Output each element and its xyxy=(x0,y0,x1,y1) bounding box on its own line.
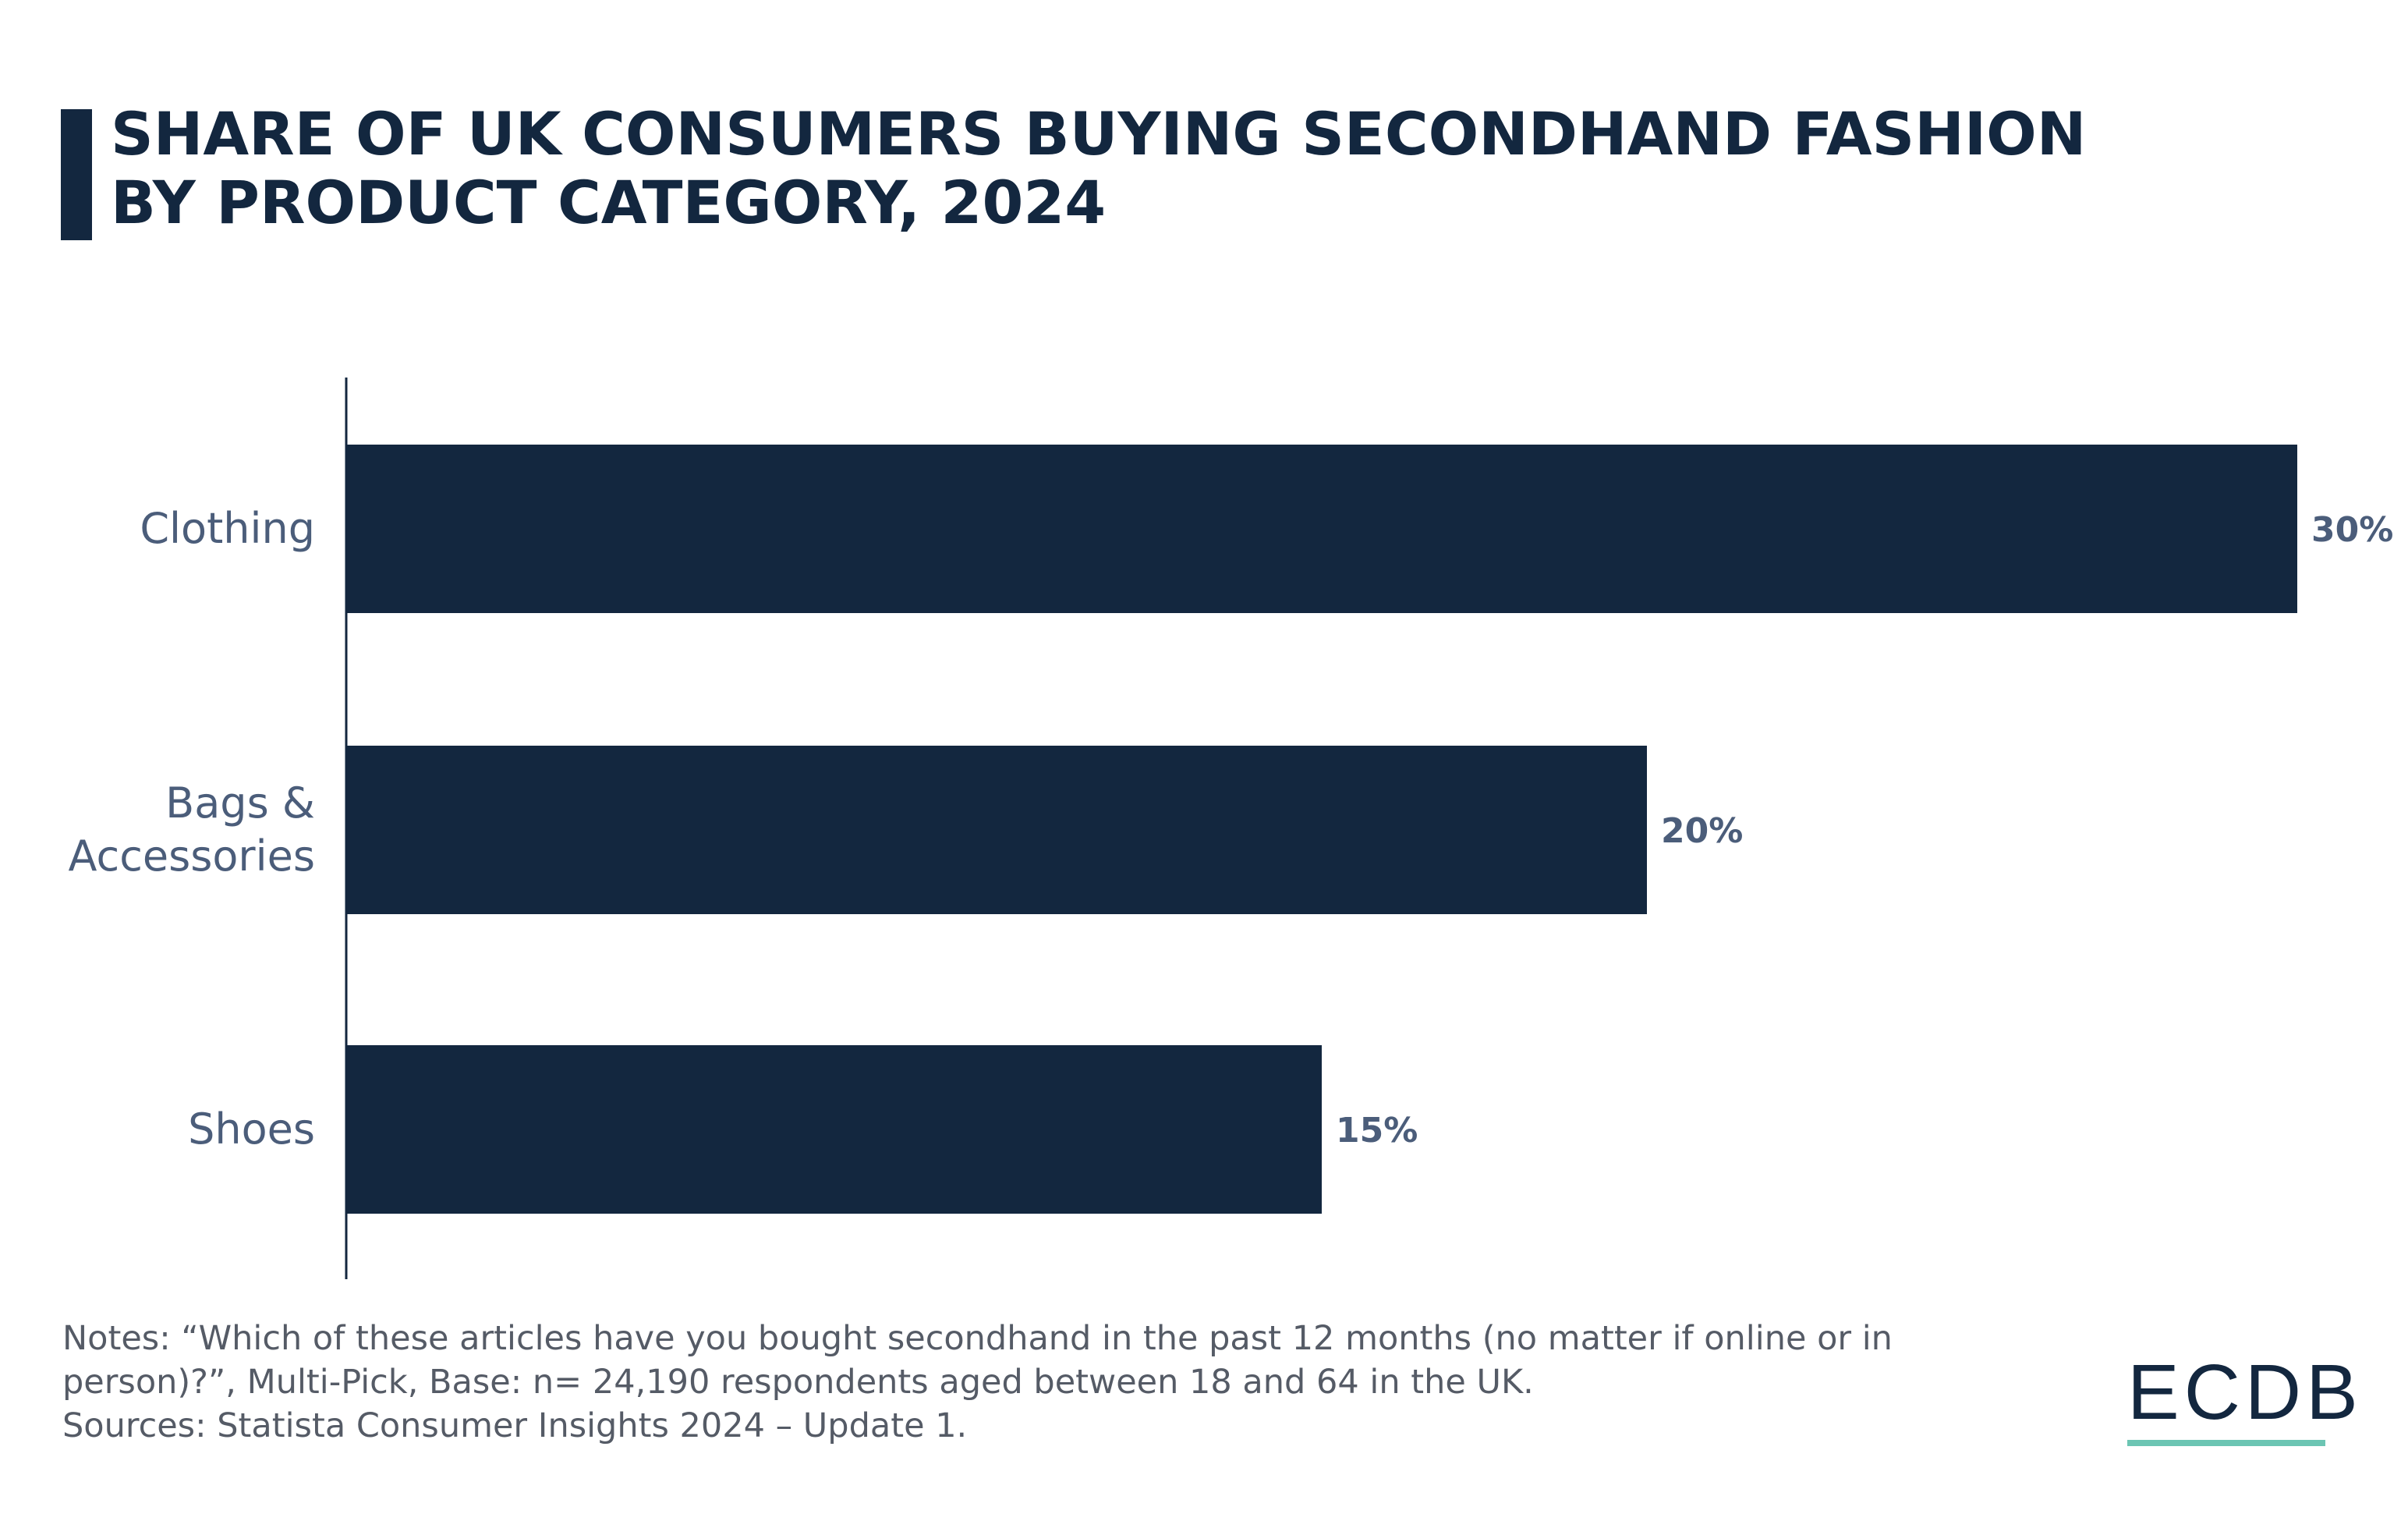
ecdb-logo: ECDB xyxy=(2127,1349,2363,1446)
category-label: Accessories xyxy=(69,831,315,881)
chart-notes: Notes: “Which of these articles have you… xyxy=(62,1317,2012,1448)
bar xyxy=(346,1045,1322,1214)
logo-text: ECDB xyxy=(2127,1349,2363,1436)
bar xyxy=(346,746,1647,914)
category-label: Shoes xyxy=(188,1104,315,1154)
category-label: Clothing xyxy=(140,504,315,553)
sources-line: Sources: Statista Consumer Insights 2024… xyxy=(62,1406,968,1445)
category-label: Bags & xyxy=(165,778,315,828)
title-line-1: SHARE OF UK CONSUMERS BUYING SECONDHAND … xyxy=(111,99,2087,168)
chart-title: SHARE OF UK CONSUMERS BUYING SECONDHAND … xyxy=(111,100,2294,237)
title-accent-bar xyxy=(61,109,92,240)
value-label: 20% xyxy=(1661,811,1743,851)
logo-underline xyxy=(2127,1440,2325,1446)
value-label: 30% xyxy=(2311,510,2393,550)
bar xyxy=(346,445,2297,613)
notes-line-1: Notes: “Which of these articles have you… xyxy=(62,1319,1893,1358)
value-label: 15% xyxy=(1336,1111,1418,1150)
notes-line-2: person)?”, Multi-Pick, Base: n= 24,190 r… xyxy=(62,1363,1534,1402)
title-line-2: BY PRODUCT CATEGORY, 2024 xyxy=(111,168,1107,237)
